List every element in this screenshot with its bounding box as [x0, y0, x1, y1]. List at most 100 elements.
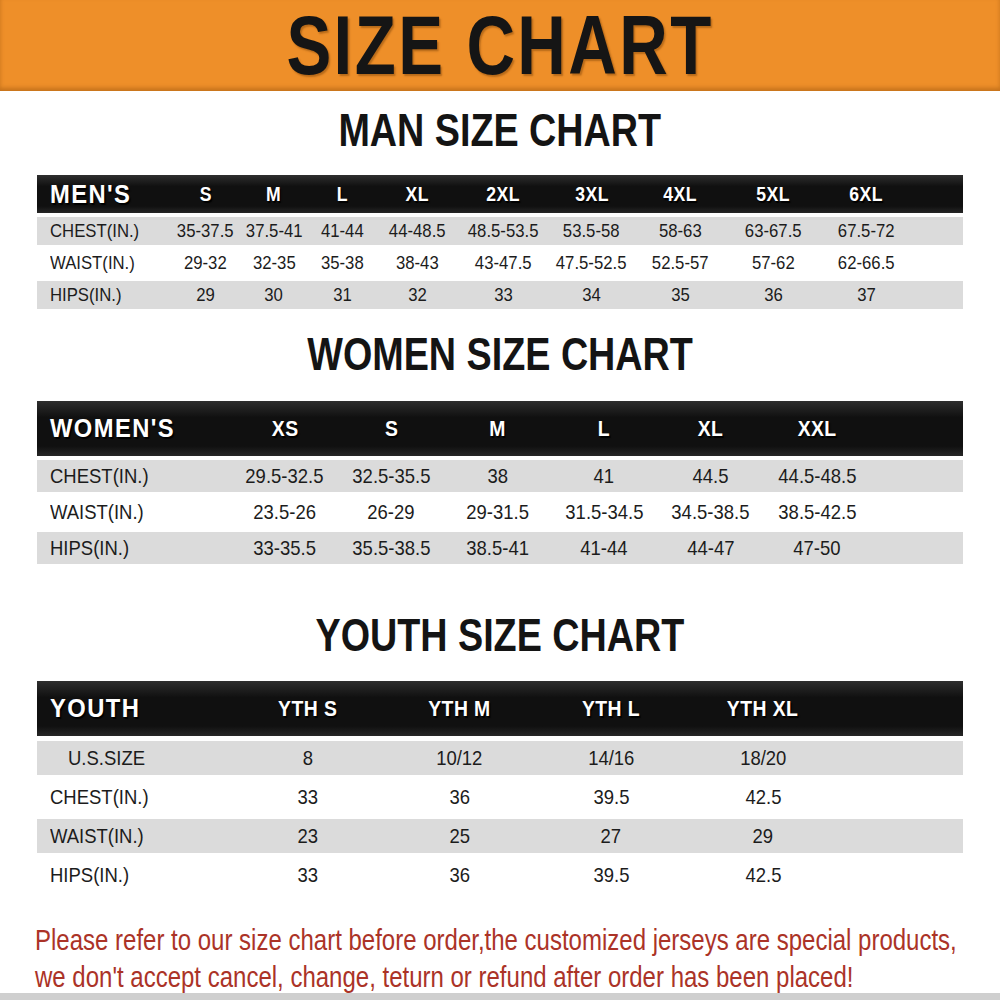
size-header-cell: 5XL: [726, 183, 820, 206]
value-cell: 42.5: [687, 863, 839, 887]
row-label-cell: U.S.SIZE: [37, 746, 231, 770]
size-header-cell: M: [444, 416, 550, 442]
size-header-cell-text: L: [598, 416, 610, 442]
size-header-cell: S: [338, 416, 444, 442]
value-cell: 33: [458, 284, 548, 306]
size-header-cell: 3XL: [548, 183, 635, 206]
table-header-row: YOUTHYTH SYTH MYTH LYTH XL: [37, 681, 963, 736]
size-header-cell: 2XL: [458, 183, 548, 206]
value-cell-text: 63-67.5: [745, 220, 802, 242]
value-cell-text: 29: [196, 284, 215, 306]
table-row: U.S.SIZE8 10/12 14/16 18/20: [37, 741, 963, 775]
value-cell-text: 33: [297, 863, 318, 887]
banner-title: SIZE CHART: [286, 0, 713, 94]
value-cell: 25: [383, 824, 535, 848]
value-cell-text: 34: [582, 284, 601, 306]
size-header-cell: 4XL: [635, 183, 726, 206]
value-cell-text: 36: [449, 785, 470, 809]
value-cell-text: 48.5-53.5: [468, 220, 539, 242]
value-cell-text: 42.5: [745, 785, 781, 809]
size-chart-page: SIZE CHART MAN SIZE CHART MEN'SSMLXL2XL3…: [0, 0, 1000, 1000]
value-cell-text: 62-66.5: [838, 252, 895, 274]
size-header-cell: XXL: [764, 416, 870, 442]
value-cell-text: 33: [494, 284, 513, 306]
size-header-cell-text: L: [337, 183, 348, 206]
men-section-heading-text: MAN SIZE CHART: [339, 108, 662, 152]
value-cell: 37: [820, 284, 912, 306]
value-cell: 35.5-38.5: [338, 536, 444, 560]
value-cell: 41: [551, 464, 657, 488]
value-cell: 44.5: [657, 464, 763, 488]
value-cell: 57-62: [726, 252, 820, 274]
size-header-cell: YTH S: [231, 696, 383, 722]
value-cell-text: 27: [601, 824, 622, 848]
value-cell: 23: [231, 824, 383, 848]
row-label-cell-text: CHEST(IN.): [50, 785, 149, 809]
value-cell-text: 57-62: [752, 252, 795, 274]
value-cell-text: 10/12: [436, 746, 482, 770]
row-label-cell: WAIST(IN.): [37, 500, 231, 524]
value-cell: 36: [383, 785, 535, 809]
row-label-cell: HIPS(IN.): [37, 284, 171, 306]
value-cell-text: 53.5-58: [563, 220, 620, 242]
value-cell-text: 39.5: [593, 863, 629, 887]
value-cell: 10/12: [383, 746, 535, 770]
size-header-cell-text: XXL: [798, 416, 837, 442]
value-cell-text: 14/16: [588, 746, 634, 770]
value-cell-text: 25: [449, 824, 470, 848]
value-cell: 63-67.5: [726, 220, 820, 242]
value-cell: 31: [308, 284, 377, 306]
value-cell: 32.5-35.5: [338, 464, 444, 488]
bottom-strip: [0, 993, 1000, 1000]
footer-line-2: we don't accept cancel, change, teturn o…: [35, 958, 803, 995]
value-cell-text: 32-35: [253, 252, 296, 274]
size-header-cell-text: 2XL: [486, 183, 520, 206]
value-cell: 18/20: [687, 746, 839, 770]
row-label-cell-text: WAIST(IN.): [50, 500, 144, 524]
size-header-cell-text: S: [384, 416, 397, 442]
value-cell-text: 29-32: [184, 252, 227, 274]
value-cell: 26-29: [338, 500, 444, 524]
value-cell: 44.5-48.5: [764, 464, 870, 488]
value-cell-text: 38.5-41: [466, 536, 529, 560]
footer-note: Please refer to our size chart before or…: [35, 921, 995, 995]
value-cell: 8: [231, 746, 383, 770]
value-cell: 31.5-34.5: [551, 500, 657, 524]
value-cell: 35-38: [308, 252, 377, 274]
men-size-table: MEN'SSMLXL2XL3XL4XL5XL6XLCHEST(IN.)35-37…: [37, 175, 963, 309]
value-cell-text: 33: [297, 785, 318, 809]
size-header-cell-text: 5XL: [756, 183, 790, 206]
table-row: WAIST(IN.)23.5-2626-2929-31.531.5-34.534…: [37, 496, 963, 528]
value-cell: 36: [726, 284, 820, 306]
value-cell-text: 29-31.5: [466, 500, 529, 524]
size-header-cell-text: 6XL: [849, 183, 883, 206]
value-cell-text: 32: [408, 284, 427, 306]
value-cell-text: 38-43: [396, 252, 439, 274]
value-cell: 32-35: [240, 252, 309, 274]
value-cell: 53.5-58: [548, 220, 635, 242]
row-label-cell-text: HIPS(IN.): [50, 863, 129, 887]
value-cell: 32: [377, 284, 458, 306]
value-cell-text: 31: [333, 284, 352, 306]
value-cell-text: 44-48.5: [389, 220, 446, 242]
table-header-row: MEN'SSMLXL2XL3XL4XL5XL6XL: [37, 175, 963, 213]
value-cell-text: 36: [449, 863, 470, 887]
value-cell-text: 35-38: [321, 252, 364, 274]
value-cell-text: 35-37.5: [177, 220, 234, 242]
value-cell: 33-35.5: [231, 536, 337, 560]
value-cell-text: 52.5-57: [652, 252, 709, 274]
row-label-cell: HIPS(IN.): [37, 863, 231, 887]
row-label-cell: CHEST(IN.): [37, 785, 231, 809]
table-row: HIPS(IN.) 33 36 39.5 42.5: [37, 858, 963, 892]
size-header-cell-text: YTH M: [428, 696, 490, 722]
value-cell: 41-44: [308, 220, 377, 242]
value-cell-text: 34.5-38.5: [672, 500, 750, 524]
size-header-cell: M: [240, 183, 309, 206]
row-label-cell: WAIST(IN.): [37, 252, 171, 274]
size-header-cell: YTH L: [535, 696, 687, 722]
row-label-cell-text: WAIST(IN.): [50, 824, 144, 848]
value-cell: 29-32: [171, 252, 240, 274]
value-cell-text: 36: [764, 284, 783, 306]
value-cell: 38.5-42.5: [764, 500, 870, 524]
table-title-cell: YOUTH: [37, 694, 231, 723]
